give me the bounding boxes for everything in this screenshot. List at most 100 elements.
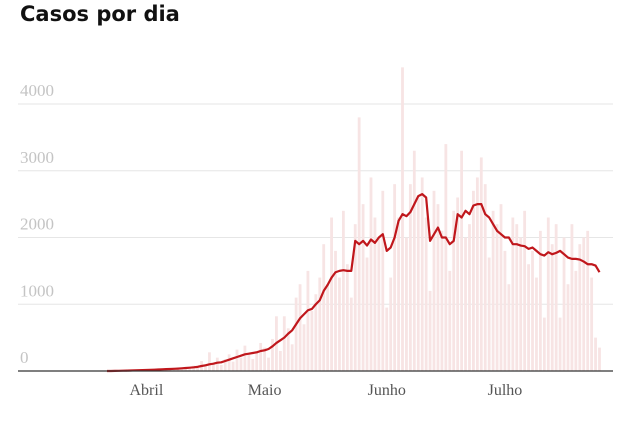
- bar: [373, 217, 377, 371]
- bar: [235, 349, 239, 371]
- bar: [342, 210, 345, 371]
- bar: [223, 358, 227, 371]
- bar: [322, 244, 326, 371]
- bar: [539, 230, 542, 371]
- bar: [570, 224, 574, 371]
- y-tick-label: 1000: [20, 281, 54, 300]
- bar: [448, 270, 452, 371]
- bar: [495, 224, 499, 371]
- bar: [408, 184, 412, 371]
- bar: [515, 224, 519, 371]
- bar: [444, 144, 448, 371]
- bar: [590, 277, 594, 371]
- bar: [566, 284, 570, 371]
- bar: [393, 184, 397, 371]
- bar: [211, 362, 215, 371]
- bar: [499, 204, 503, 371]
- x-tick-label: Abril: [130, 382, 164, 399]
- bar: [574, 270, 578, 371]
- bar: [369, 177, 373, 371]
- bar: [345, 264, 349, 371]
- bar: [412, 150, 416, 371]
- bar: [452, 210, 456, 371]
- bar: [267, 357, 270, 371]
- bar: [381, 190, 385, 371]
- bar: [586, 230, 590, 371]
- bar: [298, 284, 302, 371]
- bar: [271, 338, 274, 371]
- bar: [239, 357, 243, 371]
- bar: [420, 177, 424, 371]
- bar: [464, 237, 467, 371]
- x-tick-label: Julho: [488, 382, 523, 399]
- bar: [472, 190, 475, 371]
- bar: [259, 342, 263, 371]
- line: [107, 193, 601, 373]
- bar: [326, 284, 330, 371]
- bar: [487, 257, 491, 371]
- chart-title: Casos por dia: [20, 2, 180, 26]
- bar: [286, 328, 290, 371]
- bar: [204, 364, 207, 371]
- bar: [401, 67, 404, 371]
- bar: [550, 244, 554, 371]
- bar: [562, 237, 566, 371]
- bar: [440, 230, 444, 371]
- bar: [578, 244, 582, 371]
- x-tick-label: Junho: [368, 382, 406, 399]
- bar: [475, 177, 479, 371]
- bar: [219, 364, 223, 371]
- y-tick-label: 4000: [20, 81, 54, 100]
- bar: [349, 297, 353, 371]
- bar: [215, 357, 219, 371]
- x-tick-label: Maio: [248, 382, 282, 399]
- bar: [290, 344, 294, 371]
- y-tick-label: 0: [20, 348, 29, 367]
- bar: [263, 347, 266, 371]
- bar: [353, 224, 357, 371]
- bar: [385, 307, 389, 371]
- bar: [243, 345, 247, 371]
- bar: [302, 324, 306, 371]
- bar: [255, 350, 259, 371]
- bar: [542, 317, 546, 371]
- bar: [468, 224, 471, 371]
- bar: [188, 367, 192, 371]
- bar: [523, 210, 527, 371]
- bar: [306, 270, 310, 371]
- bar: [594, 337, 597, 371]
- bar: [460, 150, 463, 371]
- bar: [554, 224, 558, 371]
- bar: [361, 204, 365, 371]
- bar: [389, 277, 393, 371]
- bar: [527, 264, 530, 371]
- bar: [365, 257, 369, 371]
- bar: [582, 237, 586, 371]
- bar: [176, 368, 180, 371]
- bar: [428, 290, 432, 371]
- bar: [558, 317, 562, 371]
- bar: [294, 297, 298, 371]
- bar: [330, 217, 333, 371]
- y-tick-label: 3000: [20, 148, 54, 167]
- bar: [436, 204, 440, 371]
- bar: [491, 210, 495, 371]
- bar: [180, 368, 184, 371]
- bar: [251, 358, 255, 371]
- bar: [519, 237, 523, 371]
- bar: [432, 190, 436, 371]
- bar: [479, 157, 483, 371]
- y-tick-label: 2000: [20, 215, 54, 234]
- bar: [405, 237, 408, 371]
- bar: [318, 277, 322, 371]
- bar: [397, 217, 400, 371]
- bar: [231, 361, 235, 371]
- bar: [334, 250, 337, 371]
- bar: [535, 277, 538, 371]
- bar: [282, 316, 286, 371]
- bar: [338, 277, 341, 371]
- bar: [278, 350, 282, 371]
- bar: [531, 250, 534, 371]
- bar: [507, 284, 511, 371]
